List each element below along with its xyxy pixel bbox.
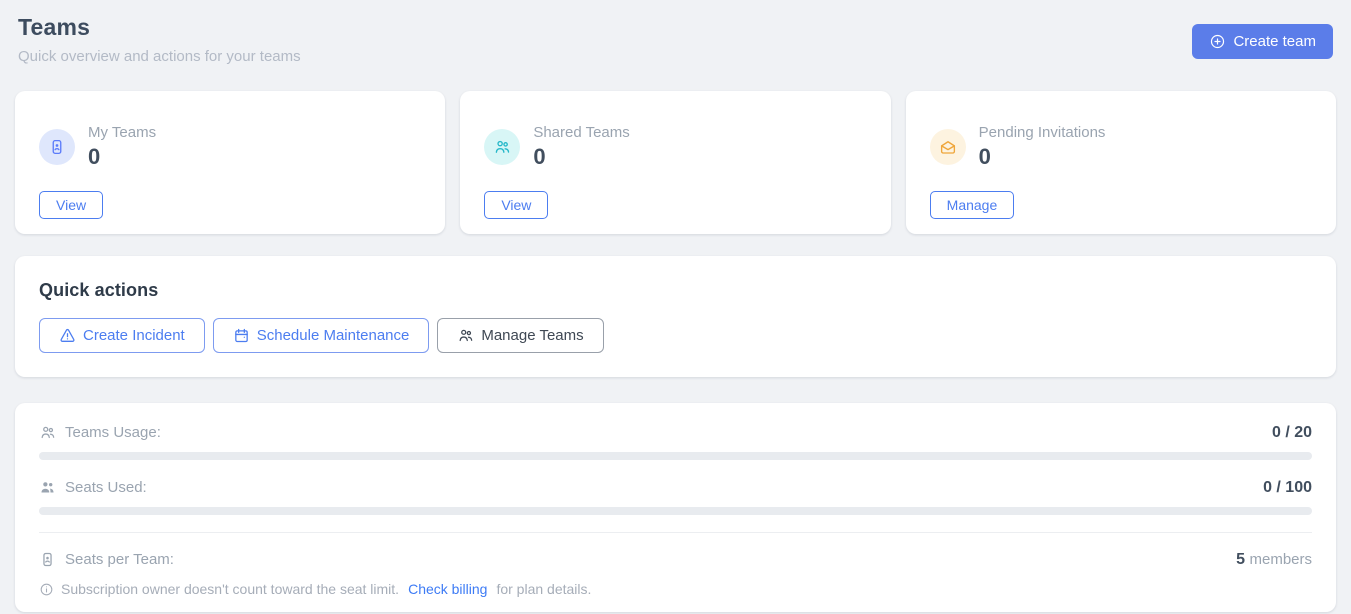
usage-card: Teams Usage: 0 / 20 Seats Used: 0 / 100 [15, 403, 1336, 612]
shared-teams-card-top: Shared Teams 0 [484, 124, 866, 170]
seats-per-team-value: 5 members [1236, 551, 1312, 569]
stat-label: My Teams [88, 124, 157, 141]
users-icon [484, 129, 521, 165]
page-subtitle: Quick overview and actions for your team… [18, 48, 301, 65]
my-teams-card: My Teams 0 View [15, 91, 446, 234]
my-teams-stat: My Teams 0 [88, 124, 156, 170]
page-header: Teams Quick overview and actions for you… [15, 12, 1336, 65]
alert-triangle-icon [59, 327, 76, 344]
page-heading-block: Teams Quick overview and actions for you… [18, 14, 301, 65]
seats-per-team-label-group: Seats per Team: [39, 551, 174, 568]
usage-divider [39, 532, 1312, 533]
stat-value: 0 [533, 144, 546, 169]
seats-per-team-label: Seats per Team: [65, 551, 174, 568]
seats-used-row: Seats Used: 0 / 100 [39, 478, 1312, 497]
create-team-label: Create team [1233, 33, 1316, 50]
view-shared-teams-button[interactable]: View [484, 191, 549, 219]
stat-value: 0 [978, 144, 991, 169]
seats-per-team-row: Seats per Team: 5 members [39, 550, 1312, 569]
shared-teams-card: Shared Teams 0 View [460, 91, 891, 234]
teams-usage-row: Teams Usage: 0 / 20 [39, 423, 1312, 442]
seats-per-team-number: 5 [1236, 550, 1246, 568]
seats-used-value: 0 / 100 [1263, 478, 1312, 496]
seats-per-team-unit: members [1249, 550, 1312, 568]
my-teams-card-top: My Teams 0 [39, 124, 421, 170]
schedule-maintenance-button[interactable]: Schedule Maintenance [212, 318, 430, 353]
users-icon [39, 424, 56, 441]
page-title: Teams [18, 14, 91, 40]
seats-used-label-group: Seats Used: [39, 479, 147, 496]
seat-limit-note: Subscription owner doesn't count toward … [39, 581, 1312, 597]
users-filled-icon [39, 479, 56, 496]
mail-open-icon [929, 129, 966, 165]
seats-used-label: Seats Used: [65, 479, 147, 496]
create-team-button[interactable]: Create team [1192, 24, 1333, 59]
stats-row: My Teams 0 View Shared Teams 0 View [15, 91, 1336, 234]
quick-actions-title: Quick actions [39, 280, 159, 300]
info-icon [39, 582, 54, 597]
id-badge-icon [39, 129, 75, 165]
calendar-icon [233, 327, 250, 344]
note-text-after: for plan details. [496, 581, 592, 597]
stat-value: 0 [88, 144, 101, 169]
note-text-before: Subscription owner doesn't count toward … [61, 581, 400, 597]
users-icon [457, 327, 474, 344]
manage-invitations-button[interactable]: Manage [929, 191, 1015, 219]
stat-label: Shared Teams [533, 124, 630, 141]
schedule-maintenance-label: Schedule Maintenance [256, 327, 410, 344]
shared-teams-stat: Shared Teams 0 [533, 124, 629, 170]
pending-invitations-stat: Pending Invitations 0 [979, 124, 1106, 170]
teams-usage-label-group: Teams Usage: [39, 424, 161, 441]
quick-actions-buttons: Create Incident Schedule Maintenance Man… [39, 318, 1312, 353]
create-incident-button[interactable]: Create Incident [39, 318, 205, 353]
teams-usage-label: Teams Usage: [65, 424, 161, 441]
check-billing-link[interactable]: Check billing [408, 581, 488, 597]
pending-invitations-card-top: Pending Invitations 0 [929, 124, 1312, 170]
plus-circle-icon [1209, 33, 1226, 50]
manage-teams-label: Manage Teams [481, 327, 584, 344]
teams-usage-value: 0 / 20 [1271, 423, 1312, 441]
teams-usage-progressbar [39, 452, 1312, 460]
quick-actions-card: Quick actions Create Incident Schedule M… [15, 256, 1336, 377]
view-my-teams-button[interactable]: View [39, 191, 104, 219]
pending-invitations-card: Pending Invitations 0 Manage [905, 91, 1336, 234]
id-badge-icon [39, 551, 56, 568]
create-incident-label: Create Incident [83, 327, 185, 344]
manage-teams-button[interactable]: Manage Teams [437, 318, 604, 353]
stat-label: Pending Invitations [978, 124, 1106, 141]
seats-used-progressbar [39, 507, 1312, 515]
